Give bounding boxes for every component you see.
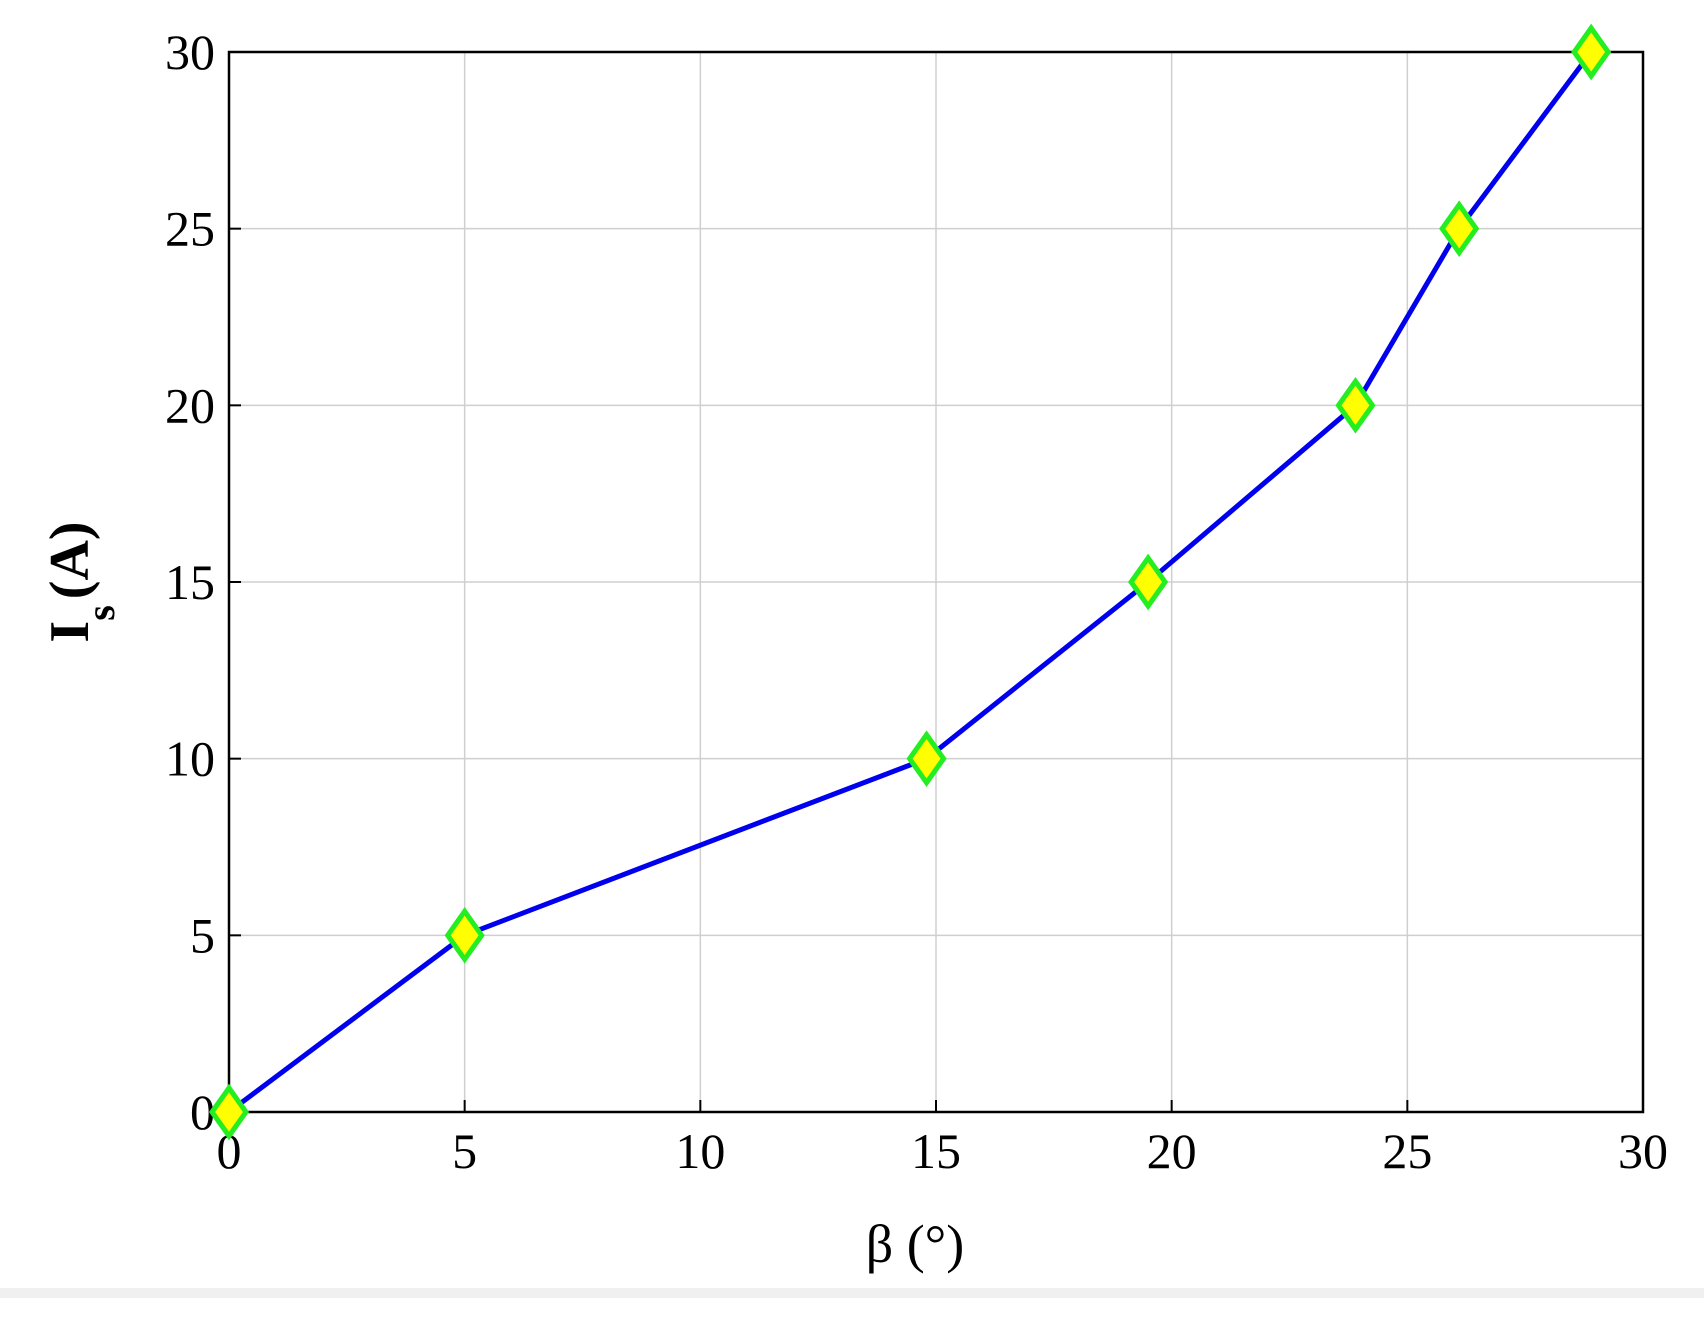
y-label-unit: (A) xyxy=(39,521,101,599)
marker xyxy=(1439,200,1480,257)
marker xyxy=(1571,23,1612,81)
plot-frame xyxy=(227,50,1645,1114)
x-axis-label: β (°) xyxy=(866,1214,965,1274)
y-label-sub: s xyxy=(78,605,123,621)
x-tick-label: 25 xyxy=(1382,1123,1432,1179)
x-tick-label: 20 xyxy=(1147,1123,1197,1179)
bottom-band xyxy=(0,1288,1704,1298)
x-tick-label: 15 xyxy=(911,1123,961,1179)
marker xyxy=(444,907,485,964)
x-tick-label: 10 xyxy=(675,1123,725,1179)
marker xyxy=(906,730,947,787)
y-tick-label: 30 xyxy=(165,24,215,80)
y-label-main: I xyxy=(39,621,101,643)
marker xyxy=(208,1083,250,1141)
x-tick-label: 5 xyxy=(452,1123,477,1179)
y-tick-label: 10 xyxy=(165,731,215,787)
marker xyxy=(1128,553,1169,611)
y-axis-label: Is (A) xyxy=(39,521,123,642)
marker xyxy=(1335,377,1376,434)
y-tick-label: 20 xyxy=(165,377,215,433)
y-tick-label: 25 xyxy=(165,201,215,257)
x-tick-label: 30 xyxy=(1618,1123,1668,1179)
y-tick-label: 15 xyxy=(165,554,215,610)
y-tick-label: 5 xyxy=(190,907,215,963)
